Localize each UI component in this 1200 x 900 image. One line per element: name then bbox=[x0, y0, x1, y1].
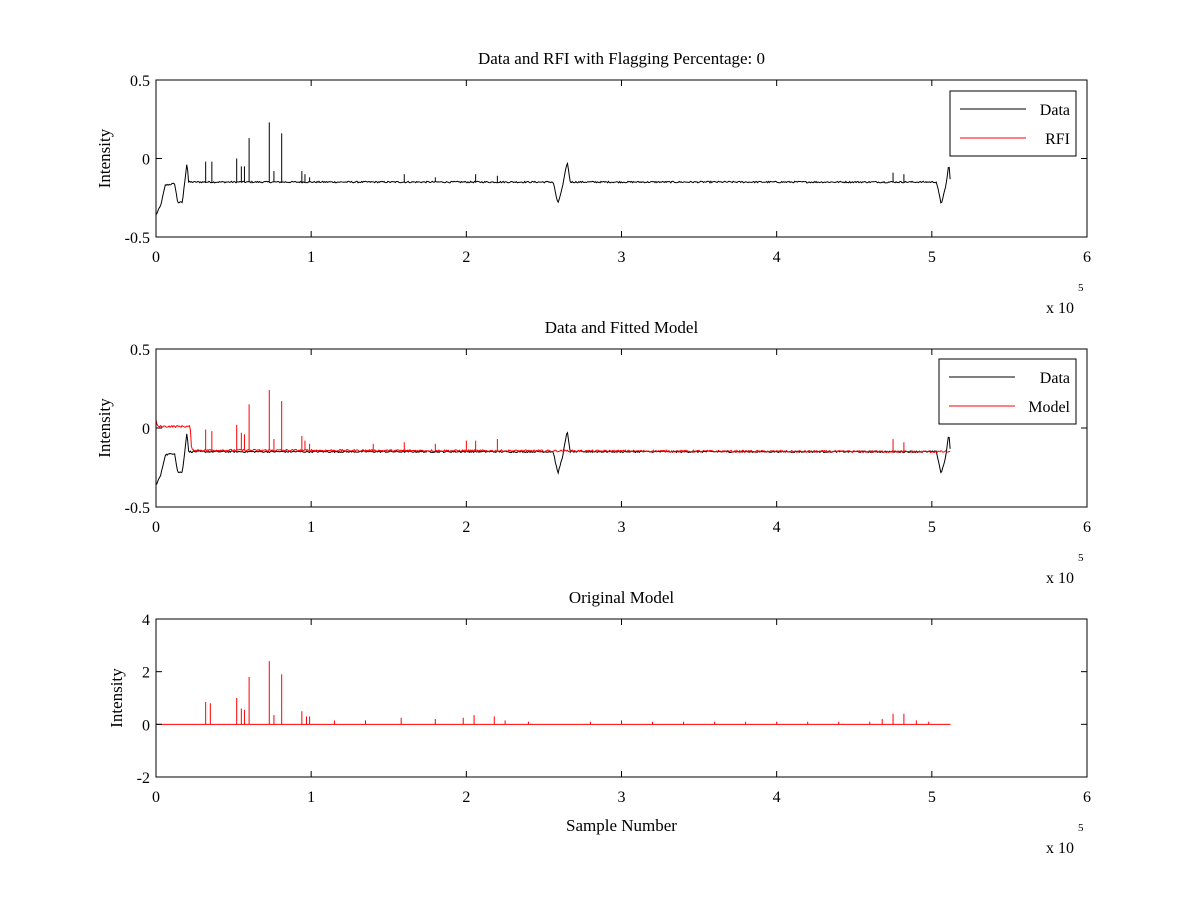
y-tick-label: 0.5 bbox=[130, 73, 150, 90]
series-group bbox=[156, 122, 951, 216]
y-axis-label: Intensity bbox=[107, 668, 126, 728]
plot-area bbox=[156, 619, 1087, 777]
legend: Data RFI bbox=[949, 90, 1077, 157]
x-tick-label: 5 bbox=[928, 519, 936, 536]
series-line-model bbox=[156, 419, 951, 454]
legend-label: RFI bbox=[1045, 131, 1070, 148]
y-axis-label: Intensity bbox=[95, 398, 114, 458]
x-axis-label: Sample Number bbox=[566, 816, 677, 835]
x-tick-label: 0 bbox=[152, 789, 160, 806]
y-axis-label: Intensity bbox=[95, 128, 114, 188]
x-multiplier-exponent: 5 bbox=[1078, 822, 1084, 834]
legend-box bbox=[938, 358, 1077, 425]
y-tick-label: 4 bbox=[142, 612, 150, 629]
subplot-title: Data and RFI with Flagging Percentage: 0 bbox=[478, 49, 765, 68]
x-tick-label: 6 bbox=[1083, 789, 1091, 806]
plot-area bbox=[156, 349, 1087, 507]
legend-label: Data bbox=[1040, 370, 1070, 387]
plot-area bbox=[156, 80, 1087, 237]
x-tick-label: 3 bbox=[618, 519, 626, 536]
x-multiplier-exponent: 5 bbox=[1078, 282, 1084, 294]
y-tick-label: -2 bbox=[137, 770, 150, 787]
legend-label: Model bbox=[1028, 399, 1070, 416]
x-tick-label: 5 bbox=[928, 249, 936, 266]
subplot-title: Data and Fitted Model bbox=[545, 318, 699, 337]
series-line-data bbox=[156, 161, 951, 216]
y-tick-label: -0.5 bbox=[125, 500, 150, 517]
x-tick-label: 0 bbox=[152, 249, 160, 266]
x-multiplier-base: x 10 bbox=[1046, 570, 1074, 587]
x-tick-label: 6 bbox=[1083, 249, 1091, 266]
series-group bbox=[156, 661, 951, 725]
subplot-title: Original Model bbox=[569, 588, 675, 607]
x-tick-label: 0 bbox=[152, 519, 160, 536]
x-tick-label: 4 bbox=[773, 519, 781, 536]
x-tick-label: 4 bbox=[773, 249, 781, 266]
x-tick-label: 1 bbox=[307, 249, 315, 266]
x-tick-label: 4 bbox=[773, 789, 781, 806]
x-tick-label: 3 bbox=[618, 249, 626, 266]
x-multiplier-base: x 10 bbox=[1046, 300, 1074, 317]
y-tick-label: 0 bbox=[142, 152, 150, 169]
series-group bbox=[156, 390, 951, 485]
x-tick-label: 3 bbox=[618, 789, 626, 806]
x-tick-label: 6 bbox=[1083, 519, 1091, 536]
legend: Data Model bbox=[938, 358, 1077, 425]
x-tick-label: 2 bbox=[462, 519, 470, 536]
x-tick-label: 1 bbox=[307, 789, 315, 806]
legend-label: Data bbox=[1040, 102, 1070, 119]
x-tick-label: 2 bbox=[462, 249, 470, 266]
x-tick-label: 1 bbox=[307, 519, 315, 536]
y-tick-label: 0 bbox=[142, 421, 150, 438]
x-tick-label: 2 bbox=[462, 789, 470, 806]
x-multiplier-exponent: 5 bbox=[1078, 552, 1084, 564]
y-tick-label: 0.5 bbox=[130, 342, 150, 359]
x-multiplier-base: x 10 bbox=[1046, 840, 1074, 857]
y-tick-label: 2 bbox=[142, 665, 150, 682]
legend-box bbox=[949, 90, 1077, 157]
x-tick-label: 5 bbox=[928, 789, 936, 806]
y-tick-label: 0 bbox=[142, 717, 150, 734]
y-tick-label: -0.5 bbox=[125, 230, 150, 247]
